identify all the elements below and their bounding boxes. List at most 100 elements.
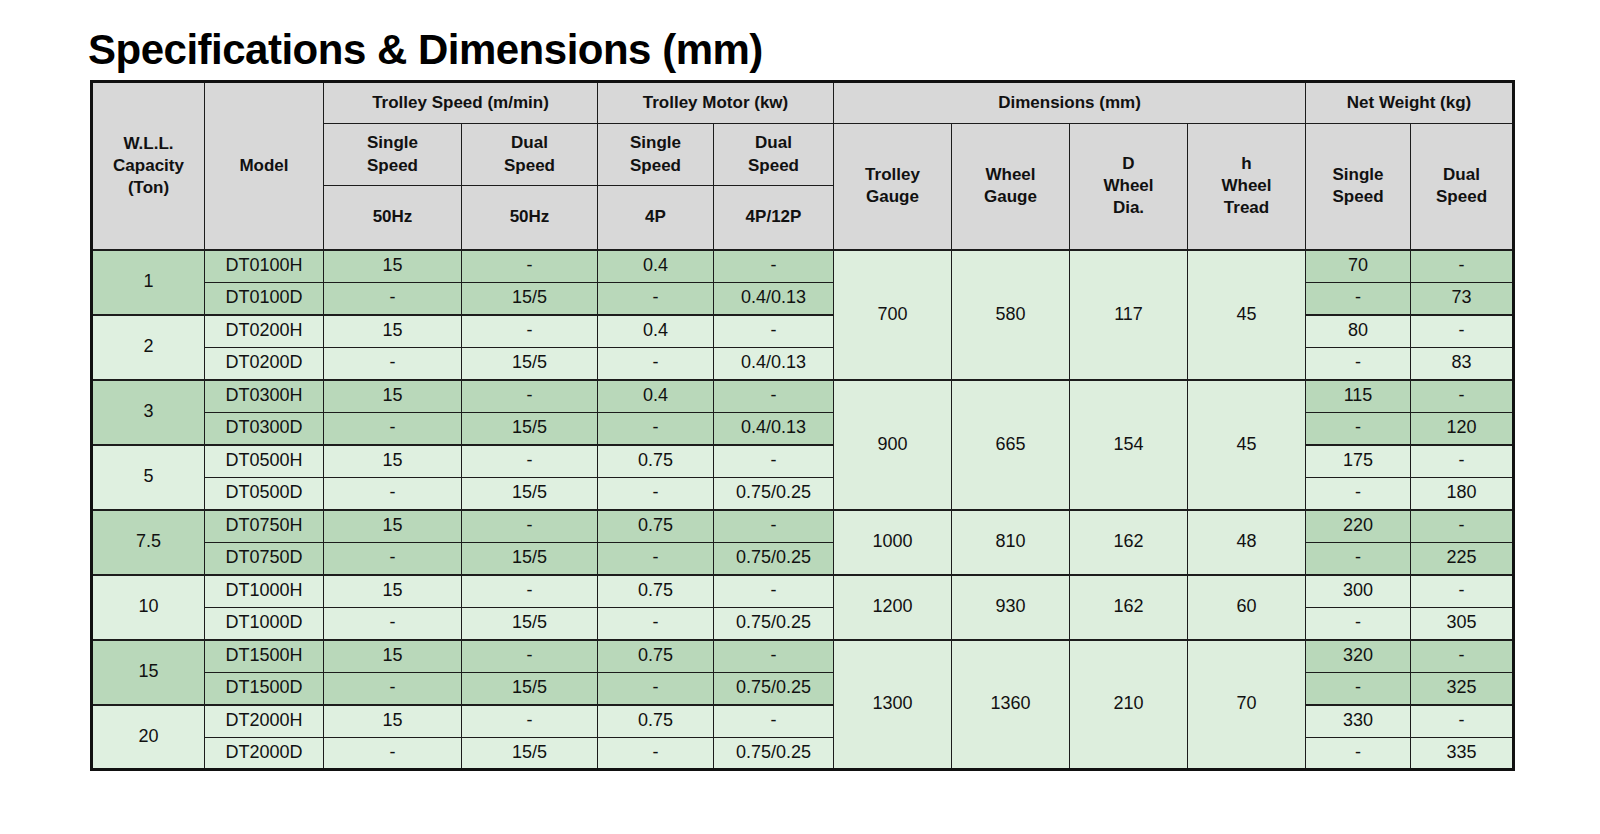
header-nw-single-speed: Single Speed: [1306, 124, 1411, 250]
trolley-motor-dual-cell: 0.4/0.13: [714, 347, 834, 380]
net-weight-single-cell: 115: [1306, 380, 1411, 413]
wheel-gauge-cell: 930: [952, 575, 1070, 640]
trolley-gauge-cell: 1300: [834, 640, 952, 770]
trolley-motor-dual-cell: 0.75/0.25: [714, 477, 834, 510]
header-trolley-speed-group: Trolley Speed (m/min): [324, 82, 598, 124]
net-weight-dual-cell: 305: [1411, 607, 1514, 640]
trolley-motor-dual-cell: -: [714, 315, 834, 348]
header-nw-dual-speed: Dual Speed: [1411, 124, 1514, 250]
wll-capacity-cell: 1: [92, 250, 205, 315]
model-cell: DT1000D: [205, 607, 324, 640]
wheel-dia-cell: 162: [1070, 510, 1188, 575]
trolley-speed-single-cell: -: [324, 737, 462, 770]
wll-capacity-cell: 15: [92, 640, 205, 705]
net-weight-single-cell: -: [1306, 347, 1411, 380]
wll-capacity-cell: 20: [92, 705, 205, 770]
wheel-tread-cell: 45: [1188, 250, 1306, 380]
wheel-tread-cell: 70: [1188, 640, 1306, 770]
trolley-speed-dual-cell: -: [462, 510, 598, 543]
trolley-motor-dual-cell: 0.75/0.25: [714, 737, 834, 770]
model-cell: DT0750H: [205, 510, 324, 543]
wheel-dia-cell: 210: [1070, 640, 1188, 770]
trolley-speed-dual-cell: 15/5: [462, 347, 598, 380]
trolley-motor-dual-cell: -: [714, 575, 834, 608]
model-cell: DT2000H: [205, 705, 324, 738]
wheel-tread-cell: 45: [1188, 380, 1306, 510]
wheel-dia-cell: 117: [1070, 250, 1188, 380]
trolley-motor-dual-cell: 0.75/0.25: [714, 672, 834, 705]
net-weight-single-cell: 320: [1306, 640, 1411, 673]
net-weight-single-cell: 80: [1306, 315, 1411, 348]
trolley-motor-dual-cell: -: [714, 705, 834, 738]
trolley-motor-dual-cell: -: [714, 445, 834, 478]
model-cell: DT0300D: [205, 412, 324, 445]
trolley-speed-single-cell: 15: [324, 445, 462, 478]
header-ts-dual-speed: Dual Speed: [462, 124, 598, 186]
trolley-speed-single-cell: 15: [324, 250, 462, 283]
trolley-motor-single-cell: -: [598, 737, 714, 770]
header-model: Model: [205, 82, 324, 250]
model-cell: DT0100H: [205, 250, 324, 283]
net-weight-dual-cell: 325: [1411, 672, 1514, 705]
spec-row: 3 DT0300H 15 - 0.4 - 900 665 154 45 115 …: [92, 380, 1514, 413]
header-row-groups: W.L.L. Capacity (Ton) Model Trolley Spee…: [92, 82, 1514, 124]
header-ts-single-unit: 50Hz: [324, 186, 462, 250]
net-weight-dual-cell: -: [1411, 380, 1514, 413]
trolley-motor-dual-cell: 0.4/0.13: [714, 282, 834, 315]
net-weight-dual-cell: -: [1411, 575, 1514, 608]
header-ts-single-speed: Single Speed: [324, 124, 462, 186]
header-tm-single-speed: Single Speed: [598, 124, 714, 186]
net-weight-dual-cell: -: [1411, 705, 1514, 738]
spec-row: 10 DT1000H 15 - 0.75 - 1200 930 162 60 3…: [92, 575, 1514, 608]
header-net-weight-group: Net Weight (kg): [1306, 82, 1514, 124]
trolley-motor-dual-cell: -: [714, 640, 834, 673]
trolley-motor-single-cell: 0.4: [598, 250, 714, 283]
net-weight-dual-cell: 120: [1411, 412, 1514, 445]
net-weight-single-cell: 175: [1306, 445, 1411, 478]
model-cell: DT0200H: [205, 315, 324, 348]
table-header: W.L.L. Capacity (Ton) Model Trolley Spee…: [92, 82, 1514, 250]
trolley-speed-single-cell: 15: [324, 575, 462, 608]
net-weight-dual-cell: -: [1411, 250, 1514, 283]
trolley-motor-dual-cell: -: [714, 250, 834, 283]
header-tm-dual-speed: Dual Speed: [714, 124, 834, 186]
trolley-motor-single-cell: -: [598, 607, 714, 640]
trolley-speed-single-cell: -: [324, 607, 462, 640]
specifications-table: W.L.L. Capacity (Ton) Model Trolley Spee…: [90, 80, 1515, 771]
wll-capacity-cell: 5: [92, 445, 205, 510]
trolley-motor-single-cell: -: [598, 282, 714, 315]
trolley-motor-dual-cell: 0.75/0.25: [714, 542, 834, 575]
net-weight-single-cell: -: [1306, 477, 1411, 510]
wheel-tread-cell: 60: [1188, 575, 1306, 640]
trolley-motor-dual-cell: -: [714, 510, 834, 543]
trolley-speed-dual-cell: -: [462, 640, 598, 673]
header-tm-single-unit: 4P: [598, 186, 714, 250]
trolley-speed-dual-cell: 15/5: [462, 607, 598, 640]
net-weight-dual-cell: 225: [1411, 542, 1514, 575]
net-weight-dual-cell: 73: [1411, 282, 1514, 315]
net-weight-single-cell: -: [1306, 542, 1411, 575]
net-weight-dual-cell: -: [1411, 445, 1514, 478]
net-weight-single-cell: 220: [1306, 510, 1411, 543]
header-wheel-dia: D Wheel Dia.: [1070, 124, 1188, 250]
net-weight-single-cell: -: [1306, 412, 1411, 445]
trolley-motor-single-cell: -: [598, 542, 714, 575]
trolley-speed-single-cell: 15: [324, 380, 462, 413]
header-wheel-tread: h Wheel Tread: [1188, 124, 1306, 250]
trolley-motor-single-cell: 0.4: [598, 315, 714, 348]
trolley-motor-single-cell: 0.4: [598, 380, 714, 413]
trolley-motor-dual-cell: 0.4/0.13: [714, 412, 834, 445]
trolley-speed-single-cell: -: [324, 672, 462, 705]
trolley-speed-dual-cell: -: [462, 705, 598, 738]
header-tm-dual-unit: 4P/12P: [714, 186, 834, 250]
net-weight-single-cell: -: [1306, 607, 1411, 640]
trolley-speed-single-cell: 15: [324, 640, 462, 673]
wheel-dia-cell: 154: [1070, 380, 1188, 510]
trolley-gauge-cell: 1000: [834, 510, 952, 575]
wll-capacity-cell: 3: [92, 380, 205, 445]
model-cell: DT0500H: [205, 445, 324, 478]
net-weight-single-cell: -: [1306, 737, 1411, 770]
trolley-speed-dual-cell: -: [462, 315, 598, 348]
trolley-speed-single-cell: 15: [324, 315, 462, 348]
trolley-speed-dual-cell: 15/5: [462, 477, 598, 510]
